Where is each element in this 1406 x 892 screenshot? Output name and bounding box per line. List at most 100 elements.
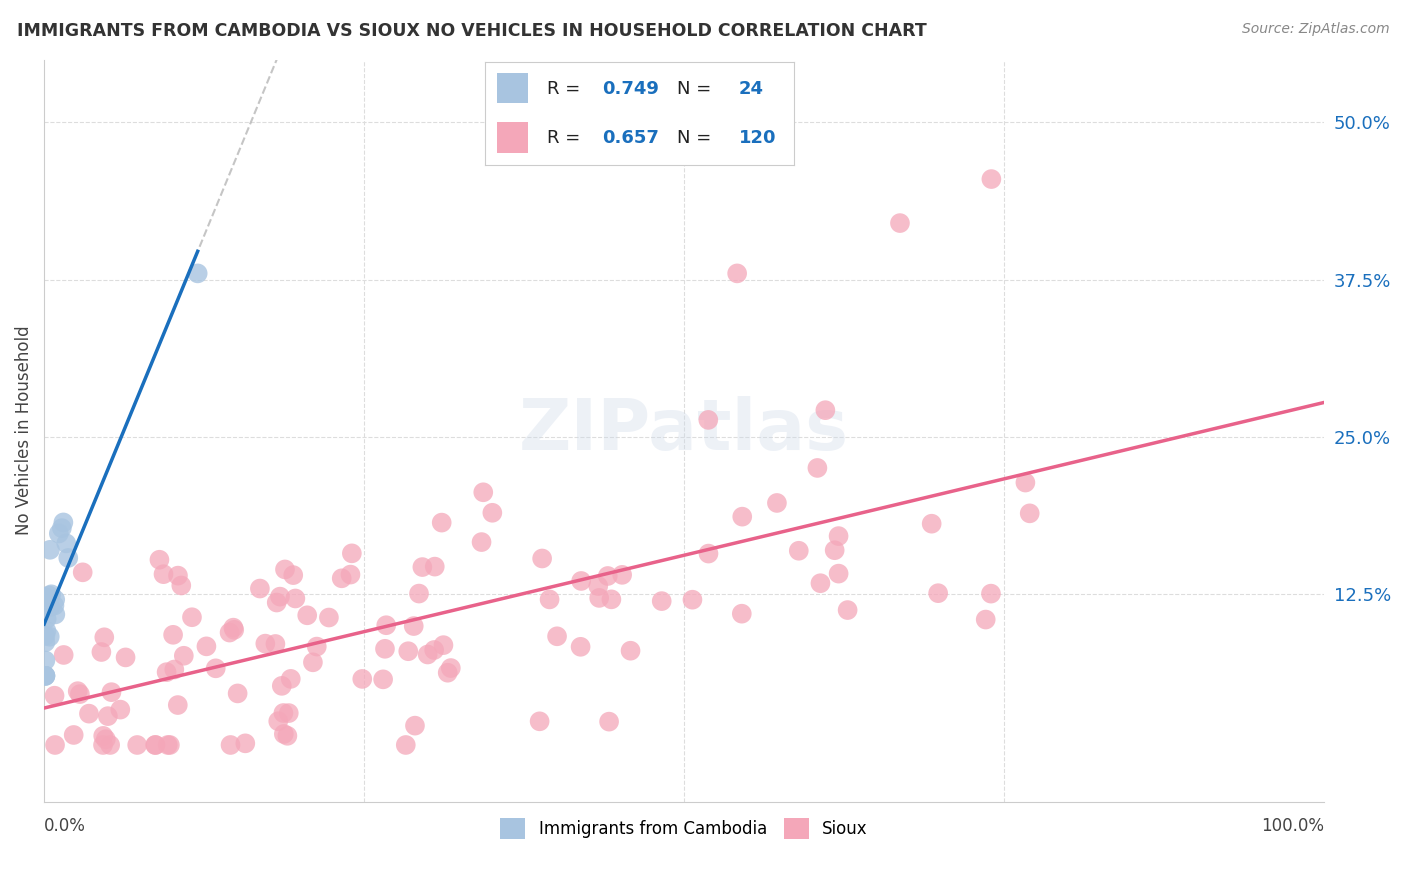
Point: [889, 216, 911, 230]
Point: [55, 536, 77, 550]
Point: [827, 529, 849, 543]
Point: [725, 266, 748, 280]
Point: [529, 714, 551, 729]
Point: [143, 738, 166, 752]
Point: [148, 552, 170, 566]
Point: [980, 587, 1002, 601]
Point: [440, 661, 463, 675]
Point: [44, 607, 66, 622]
Text: N =: N =: [676, 129, 717, 147]
Point: [546, 629, 568, 643]
Point: [610, 567, 633, 582]
Point: [38, 589, 60, 603]
Point: [396, 644, 419, 658]
Y-axis label: No Vehicles in Household: No Vehicles in Household: [15, 326, 32, 535]
Point: [34, 635, 56, 649]
Point: [35, 612, 58, 626]
Point: [598, 714, 620, 729]
Point: [651, 594, 673, 608]
Point: [226, 686, 249, 700]
Point: [219, 738, 242, 752]
Point: [274, 562, 297, 576]
Point: [39, 542, 62, 557]
Point: [97, 709, 120, 723]
Point: [181, 610, 204, 624]
Point: [280, 672, 302, 686]
Point: [569, 640, 592, 654]
Point: [93, 630, 115, 644]
Point: [411, 560, 433, 574]
Point: [170, 578, 193, 592]
Point: [302, 656, 325, 670]
Point: [731, 607, 754, 621]
Text: Source: ZipAtlas.com: Source: ZipAtlas.com: [1241, 22, 1389, 37]
Point: [91, 738, 114, 752]
Point: [731, 509, 754, 524]
Point: [162, 628, 184, 642]
Text: N =: N =: [676, 80, 717, 98]
Point: [371, 673, 394, 687]
Point: [173, 648, 195, 663]
Point: [166, 698, 188, 712]
Point: [34, 669, 56, 683]
Point: [402, 619, 425, 633]
Point: [374, 641, 396, 656]
Point: [52, 648, 75, 662]
Point: [980, 172, 1002, 186]
Point: [264, 637, 287, 651]
Point: [270, 679, 292, 693]
Point: [39, 599, 62, 614]
Point: [375, 618, 398, 632]
Point: [269, 590, 291, 604]
Point: [167, 568, 190, 582]
Point: [267, 714, 290, 729]
Point: [273, 727, 295, 741]
Point: [34, 629, 56, 643]
Point: [538, 592, 561, 607]
Point: [472, 485, 495, 500]
Point: [423, 559, 446, 574]
Point: [233, 736, 256, 750]
Point: [273, 706, 295, 720]
Point: [35, 624, 58, 638]
Point: [44, 592, 66, 607]
Point: [395, 738, 418, 752]
Point: [58, 550, 80, 565]
Point: [596, 569, 619, 583]
Bar: [498, 73, 529, 103]
Text: 100.0%: 100.0%: [1261, 817, 1324, 835]
Point: [94, 732, 117, 747]
Text: 0.749: 0.749: [603, 80, 659, 98]
Point: [927, 586, 949, 600]
Point: [430, 516, 453, 530]
Point: [600, 592, 623, 607]
Point: [787, 543, 810, 558]
Point: [100, 685, 122, 699]
Point: [436, 665, 458, 680]
Point: [110, 703, 132, 717]
Point: [305, 640, 328, 654]
Point: [340, 546, 363, 560]
Point: [145, 738, 167, 752]
Point: [34, 669, 56, 683]
Point: [408, 586, 430, 600]
Text: 0.0%: 0.0%: [44, 817, 86, 835]
Point: [330, 571, 353, 585]
Point: [204, 661, 226, 675]
Point: [697, 413, 720, 427]
Point: [44, 738, 66, 752]
Point: [51, 521, 73, 535]
Point: [432, 638, 454, 652]
Text: R =: R =: [547, 80, 586, 98]
Point: [619, 643, 641, 657]
Point: [531, 551, 554, 566]
Point: [318, 610, 340, 624]
Point: [254, 637, 277, 651]
Text: 0.657: 0.657: [603, 129, 659, 147]
Point: [66, 684, 89, 698]
Point: [34, 590, 56, 604]
Point: [1018, 506, 1040, 520]
Point: [404, 719, 426, 733]
Point: [697, 547, 720, 561]
Point: [921, 516, 943, 531]
